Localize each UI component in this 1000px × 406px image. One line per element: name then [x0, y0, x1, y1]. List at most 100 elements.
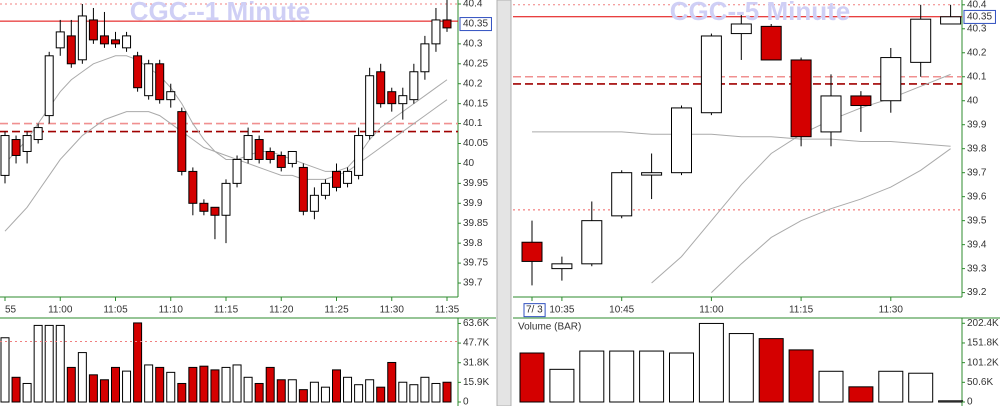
volume-bar: [376, 386, 386, 403]
last-price-box: [963, 9, 996, 24]
chart-title: CGC--1 Minute: [130, 0, 311, 26]
candle-body: [133, 55, 143, 89]
volume-bar: [66, 366, 76, 403]
y-tick-label: 40.1: [967, 71, 987, 82]
x-tick-label: 11:05: [103, 305, 128, 316]
x-tick-label: 11:25: [324, 305, 349, 316]
y-tick-label: 39.8: [967, 143, 987, 154]
volume-tick-label: 0: [463, 397, 469, 406]
candle-body: [409, 71, 419, 101]
candle-body: [354, 135, 364, 176]
candle-body: [365, 75, 375, 137]
volume-bar: [0, 337, 10, 403]
candle-body: [671, 107, 692, 174]
candle-body: [551, 263, 573, 270]
volume-tick-label: 151.8K: [967, 338, 999, 349]
moving-average: [532, 131, 951, 147]
candle-body: [398, 95, 408, 105]
volume-bar: [11, 376, 21, 403]
y-tick-label: 39.7: [967, 167, 987, 178]
volume-bar: [387, 361, 397, 403]
candle-body: [33, 127, 43, 141]
y-tick-label: 40: [967, 95, 979, 106]
date-box: [523, 303, 546, 318]
candle-body: [99, 35, 109, 45]
volume-bar: [320, 386, 330, 403]
volume-bar: [908, 372, 934, 403]
volume-bar: [22, 382, 32, 403]
candle-body: [940, 16, 962, 25]
volume-bar: [758, 338, 784, 403]
volume-tick-label: 50.6K: [967, 377, 993, 388]
candle-body: [155, 63, 165, 101]
candle-body: [521, 241, 543, 262]
x-tick-label: 11:15: [789, 305, 814, 316]
x-tick-label: 11:00: [48, 305, 73, 316]
volume-bar: [519, 352, 545, 403]
volume-bar: [309, 381, 319, 403]
volume-bar: [698, 322, 724, 403]
volume-bar: [287, 379, 297, 403]
y-tick-label: 40: [463, 158, 475, 169]
volume-tick-label: 202.4K: [967, 318, 999, 329]
candle-body: [287, 150, 297, 164]
candle-body: [309, 194, 319, 212]
candle-body: [276, 154, 286, 168]
volume-bar: [298, 389, 308, 403]
y-tick-label: 39.95: [463, 178, 488, 189]
candle-body: [177, 111, 187, 172]
volume-bar: [88, 374, 98, 403]
moving-average: [4, 99, 448, 232]
volume-bar: [431, 382, 441, 403]
candle-body: [210, 206, 220, 216]
volume-bar: [343, 376, 353, 403]
volume-bar: [55, 324, 65, 403]
y-tick-label: 39.6: [967, 191, 987, 202]
candle-body: [199, 202, 209, 212]
candle-body: [387, 91, 397, 105]
candle-body: [166, 91, 176, 101]
volume-bar: [639, 350, 665, 403]
candle-body: [88, 19, 98, 41]
candle-body: [700, 35, 722, 114]
y-tick-label: 40.4: [967, 0, 987, 10]
candle-body: [254, 139, 264, 160]
y-tick-label: 39.7: [463, 278, 483, 289]
candle-body: [111, 39, 120, 45]
volume-bar: [188, 366, 198, 403]
x-tick-label: 55: [5, 305, 17, 316]
volume-bar: [818, 370, 844, 403]
candle-body: [581, 220, 603, 265]
volume-label: Volume (BAR): [518, 322, 581, 333]
volume-bar: [199, 365, 209, 403]
volume-tick-label: 63.6K: [463, 318, 489, 329]
volume-bar: [166, 371, 176, 403]
candle-body: [332, 170, 341, 188]
candle-body: [11, 139, 21, 156]
volume-tick-label: 31.8K: [463, 357, 489, 368]
y-tick-label: 40.25: [463, 58, 488, 69]
candle-body: [0, 135, 10, 176]
y-tick-label: 40.4: [463, 0, 483, 10]
y-tick-label: 40.1: [463, 118, 483, 129]
volume-bar: [878, 370, 904, 403]
candle-body: [298, 166, 308, 212]
volume-tick-label: 0: [967, 397, 973, 406]
candle-body: [730, 23, 752, 35]
x-tick-label: 11:35: [435, 305, 460, 316]
volume-bar: [609, 350, 635, 403]
candle-body: [343, 170, 353, 184]
volume-bar: [243, 376, 253, 403]
volume-bar: [232, 364, 242, 403]
volume-bar: [221, 366, 231, 403]
volume-bar: [442, 381, 452, 403]
volume-bar: [398, 381, 408, 403]
candle-body: [122, 35, 132, 49]
candle-body: [760, 25, 782, 61]
candle-body: [880, 57, 902, 102]
candle-body: [188, 170, 198, 204]
candle-body: [66, 35, 76, 65]
candle-body: [420, 43, 430, 73]
volume-bar: [77, 352, 87, 403]
volume-bar: [254, 382, 264, 403]
